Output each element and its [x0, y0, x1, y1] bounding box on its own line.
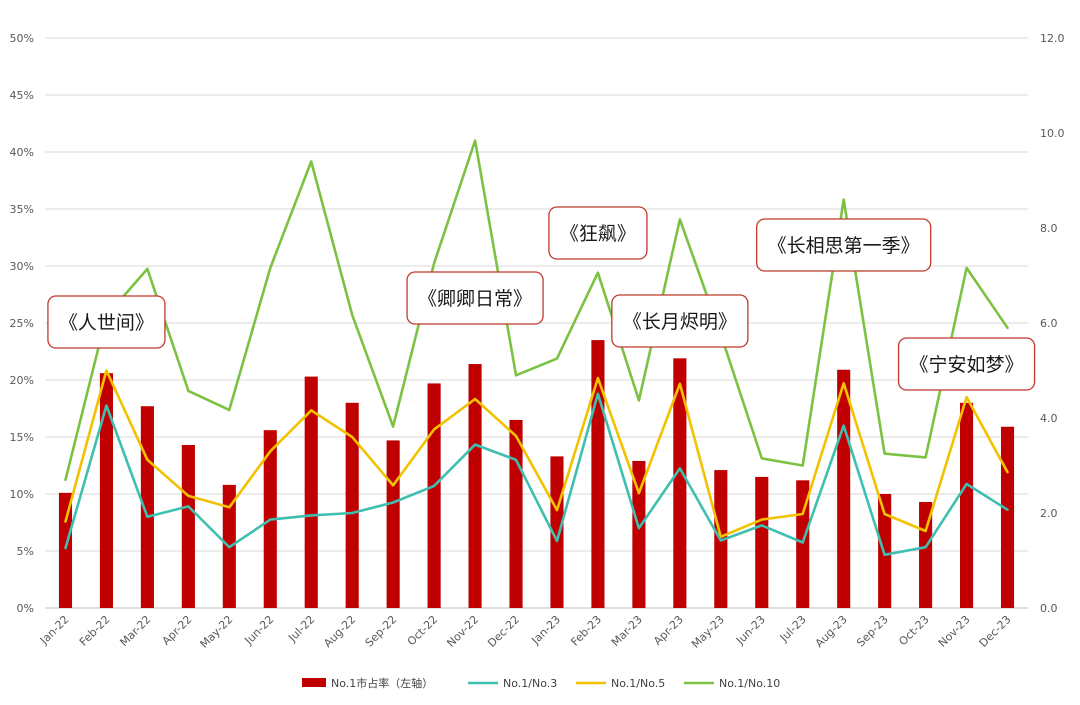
x-tick-label: Jan-23 [528, 613, 563, 648]
x-tick-label: Aug-23 [813, 613, 850, 650]
bar-Nov-23 [960, 402, 974, 608]
annotation-label: 《长相思第一季》 [768, 235, 920, 257]
left-tick-label: 0% [17, 602, 34, 615]
bar-Aug-22 [345, 402, 359, 608]
x-tick-label: Sep-23 [854, 613, 891, 650]
x-tick-label: Mar-22 [117, 613, 153, 649]
x-tick-label: Mar-23 [609, 613, 645, 649]
annotation-box [406, 271, 544, 325]
line-series-1 [64, 392, 1009, 557]
bar-Jun-23 [755, 476, 769, 608]
left-tick-label: 40% [10, 146, 34, 159]
x-axis: Jan-22 Feb-22 Mar-22 Apr-22 May-22 Jun-22 Jul-… [37, 613, 1014, 651]
bar-Mar-23 [632, 460, 646, 608]
annotation-label: 《长月烬明》 [623, 311, 737, 333]
legend-label: No.1/No.3 [503, 677, 557, 690]
legend-label: No.1/No.5 [611, 677, 665, 690]
x-tick-label: Oct-22 [405, 613, 440, 648]
line-series [64, 139, 1009, 557]
left-tick-label: 35% [10, 203, 34, 216]
bar-Jul-22 [304, 376, 318, 608]
left-tick-label: 25% [10, 317, 34, 330]
x-tick-label: Aug-22 [321, 613, 358, 650]
right-tick-label: 2.0 [1040, 507, 1058, 520]
annotation-label: 《人世间》 [59, 312, 154, 334]
x-tick-label: Jul-23 [777, 613, 809, 645]
left-tick-label: 10% [10, 488, 34, 501]
annotation-label: 《卿卿日常》 [418, 288, 532, 310]
bar-Dec-23 [1000, 426, 1015, 608]
x-tick-label: Jun-22 [242, 613, 277, 648]
x-tick-label: May-22 [198, 613, 236, 651]
legend: No.1市占率（左轴） No.1/No.3 No.1/No.5 No.1/No.10 [302, 676, 780, 690]
x-tick-label: Feb-23 [568, 613, 604, 649]
right-tick-label: 6.0 [1040, 317, 1058, 330]
x-tick-label: Jul-22 [285, 613, 317, 645]
bar-Sep-22 [386, 440, 400, 608]
bar-Feb-22 [99, 373, 113, 608]
annotation-box [47, 295, 166, 349]
bar-Apr-23 [673, 358, 687, 608]
x-tick-label: Dec-23 [977, 613, 1014, 650]
left-tick-label: 5% [17, 545, 34, 558]
bar-Dec-22 [509, 419, 523, 608]
x-tick-label: May-23 [689, 613, 727, 651]
x-tick-label: Jun-23 [733, 613, 768, 648]
annotation-box [611, 294, 749, 348]
x-tick-label: Sep-22 [363, 613, 400, 650]
x-tick-label: Apr-22 [160, 613, 195, 648]
legend-label: No.1/No.10 [719, 677, 780, 690]
left-tick-label: 50% [10, 32, 34, 45]
x-tick-label: Feb-22 [77, 613, 113, 649]
x-tick-label: Oct-23 [896, 613, 931, 648]
x-tick-label: Nov-22 [444, 613, 481, 650]
bar-Jan-23 [550, 456, 564, 608]
bar-Oct-22 [427, 383, 441, 608]
left-tick-label: 45% [10, 89, 34, 102]
left-axis: 0% 5% 10% 15% 20% 25% 30% 35% 40% 45% 50% [10, 32, 34, 615]
annotations: 《人世间》 《卿卿日常》 《狂飙》《长月烬明》 《长相思第一季》《宁安如梦》 [47, 206, 1036, 391]
bar-Jul-23 [796, 480, 810, 608]
left-tick-label: 30% [10, 260, 34, 273]
bar-Aug-23 [837, 369, 851, 608]
annotation-label: 《狂飙》 [560, 223, 636, 245]
bar-Jan-22 [58, 492, 73, 608]
annotation-box [897, 337, 1036, 391]
right-tick-label: 10.0 [1040, 127, 1065, 140]
x-tick-label: Apr-23 [651, 613, 686, 648]
line-series-2 [64, 369, 1009, 539]
bar-Apr-22 [181, 444, 195, 608]
annotation-box [548, 206, 648, 260]
legend-swatch-bar [302, 678, 326, 687]
bar-Mar-22 [140, 406, 154, 608]
legend-label: No.1市占率（左轴） [331, 676, 433, 690]
right-tick-label: 4.0 [1040, 412, 1058, 425]
x-tick-label: Jan-22 [37, 613, 72, 648]
left-tick-label: 15% [10, 431, 34, 444]
left-tick-label: 20% [10, 374, 34, 387]
annotation-label: 《宁安如梦》 [910, 354, 1024, 376]
right-tick-label: 8.0 [1040, 222, 1058, 235]
annotation-box [756, 218, 932, 272]
right-tick-label: 0.0 [1040, 602, 1058, 615]
bar-Nov-22 [468, 364, 482, 608]
x-tick-label: Dec-22 [485, 613, 522, 650]
x-tick-label: Nov-23 [936, 613, 973, 650]
right-tick-label: 12.0 [1040, 32, 1065, 45]
right-axis: 0.0 2.0 4.0 6.0 8.0 10.0 12.0 [1040, 32, 1065, 615]
